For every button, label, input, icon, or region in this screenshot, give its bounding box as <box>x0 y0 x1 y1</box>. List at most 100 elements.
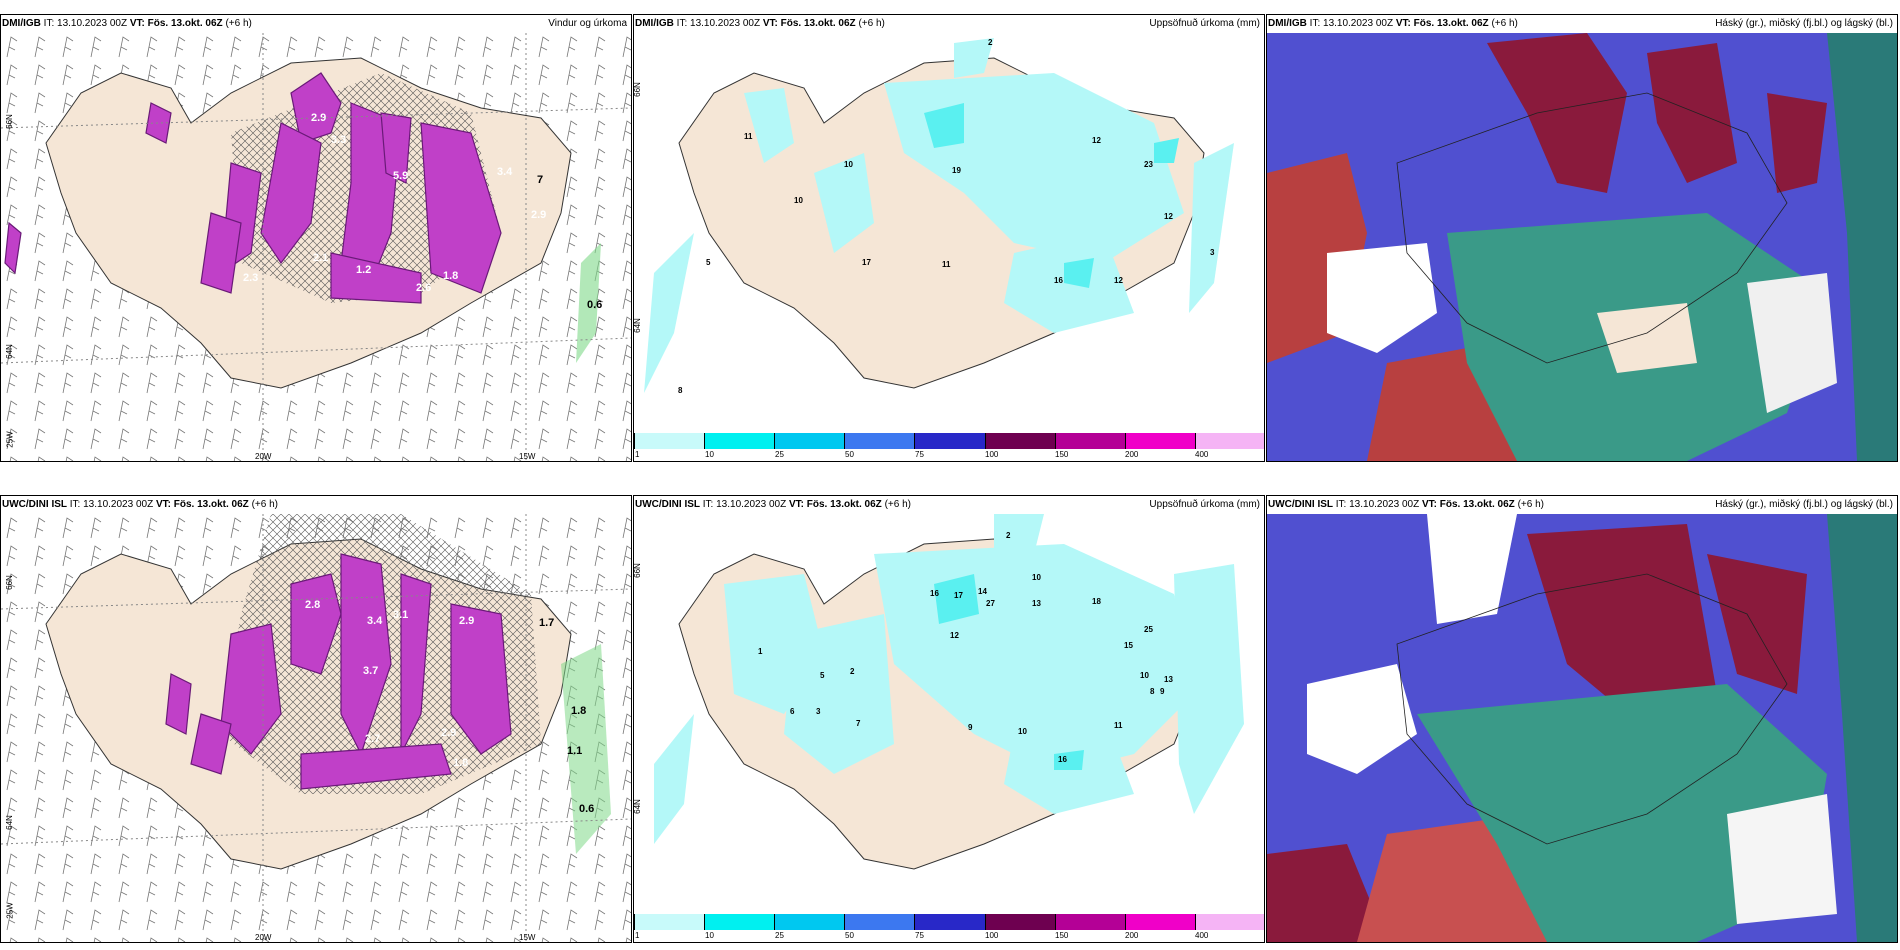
clear-area <box>1727 794 1837 924</box>
precip-core <box>924 103 1179 288</box>
lat-label: 66N <box>4 575 14 590</box>
precip-values: 2.9 3.3 5.9 3.4 2.3 2.1 1.2 2.6 1.8 2.9 … <box>243 112 602 311</box>
value-label: 3.7 <box>363 665 378 677</box>
low-cloud-area <box>1827 33 1897 461</box>
value-label: 1.8 <box>443 270 458 282</box>
legend-tick: 200 <box>1125 450 1139 459</box>
legend-tick: 150 <box>1055 450 1069 459</box>
init-time: IT: 13.10.2023 00Z <box>676 18 761 29</box>
value-label: 10 <box>844 160 853 169</box>
precip-legend: 1 10 25 50 75 100 150 200 400 <box>634 914 1264 942</box>
legend-swatch <box>1055 433 1126 449</box>
iceland-coastline <box>1396 92 1788 364</box>
high-cloud-area <box>1647 43 1737 183</box>
low-cloud-area <box>1417 684 1827 942</box>
value-label: 16 <box>1058 755 1067 764</box>
legend-colorbar <box>634 914 1264 930</box>
land-exposed <box>1597 303 1697 373</box>
legend-swatch <box>985 914 1056 930</box>
model-source: UWC/DINI ISL <box>1268 499 1333 510</box>
panel-wind-precip-dmi: DMI/IGB IT: 13.10.2023 00Z VT: Fös. 13.o… <box>0 14 632 462</box>
value-label: 12 <box>1164 212 1173 221</box>
value-label: 3.1 <box>393 609 408 621</box>
lon-label: 20W <box>255 452 272 461</box>
legend-swatch <box>775 433 846 449</box>
value-label: 2.8 <box>305 599 320 611</box>
wind-precip-map: 2.9 3.3 5.9 3.4 2.3 2.1 1.2 2.6 1.8 2.9 … <box>1 33 631 461</box>
legend-swatch <box>915 433 986 449</box>
value-label: 16 <box>1054 276 1063 285</box>
panel-clouds-dmi: DMI/IGB IT: 13.10.2023 00Z VT: Fös. 13.o… <box>1266 14 1898 462</box>
precip-bands <box>4 72 502 304</box>
valid-time: VT: Fös. 13.okt. 06Z <box>155 499 249 510</box>
value-label: 10 <box>1140 671 1149 680</box>
init-time: IT: 13.10.2023 00Z <box>1335 499 1420 510</box>
valid-time: VT: Fös. 13.okt. 06Z <box>129 18 223 29</box>
model-source: UWC/DINI ISL <box>635 499 700 510</box>
value-label: 7 <box>856 719 861 728</box>
legend-tick: 200 <box>1125 931 1139 940</box>
panel-accum-precip-dmi: DMI/IGB IT: 13.10.2023 00Z VT: Fös. 13.o… <box>633 14 1265 462</box>
value-label: 18 <box>1092 597 1101 606</box>
clear-area <box>1747 273 1837 413</box>
init-time: IT: 13.10.2023 00Z <box>69 499 154 510</box>
value-label: 5.9 <box>393 170 408 182</box>
legend-swatch <box>1125 433 1196 449</box>
panel-accum-precip-uwc: UWC/DINI ISL IT: 13.10.2023 00Z VT: Fös.… <box>633 495 1265 943</box>
lat-label: 66N <box>4 114 14 129</box>
lead-time: (+6 h) <box>251 499 278 510</box>
value-label: 13 <box>1164 675 1173 684</box>
legend-swatch <box>985 433 1056 449</box>
value-label: 3.3 <box>331 134 346 146</box>
value-label: 12 <box>1092 136 1101 145</box>
panel-header: UWC/DINI ISL IT: 13.10.2023 00Z VT: Fös.… <box>2 497 627 513</box>
lon-label: 15W <box>519 452 536 461</box>
legend-ticks: 1 10 25 50 75 100 150 200 400 <box>634 450 1264 460</box>
value-label: 5 <box>820 671 825 680</box>
value-label: 2 <box>850 667 855 676</box>
value-label: 1.7 <box>539 617 554 629</box>
legend-tick: 100 <box>985 931 999 940</box>
lead-time: (+6 h) <box>884 499 911 510</box>
panel-title: Vindur og úrkoma <box>548 18 627 29</box>
precip-bands <box>165 553 512 790</box>
legend-swatch <box>634 433 706 449</box>
value-label: 2.9 <box>531 209 546 221</box>
precip-values: 11 10 10 19 12 23 12 17 11 16 12 8 3 2 5 <box>678 38 1215 395</box>
value-label: 15 <box>1124 641 1133 650</box>
high-cloud-area <box>1267 844 1387 942</box>
init-time: IT: 13.10.2023 00Z <box>702 499 787 510</box>
legend-swatch <box>775 914 846 930</box>
model-source: DMI/IGB <box>635 18 674 29</box>
legend-swatch <box>1195 433 1264 449</box>
value-label: 3.4 <box>497 166 513 178</box>
accum-precip-map: 11 10 10 19 12 23 12 17 11 16 12 8 3 2 5 <box>644 38 1234 395</box>
init-time: IT: 13.10.2023 00Z <box>43 18 128 29</box>
legend-swatch <box>845 914 916 930</box>
clear-area <box>1427 514 1517 624</box>
lead-time: (+6 h) <box>225 18 252 29</box>
value-label: 17 <box>862 258 871 267</box>
value-label: 11 <box>942 260 951 269</box>
value-label: 2.9 <box>459 615 474 627</box>
value-label: 1.8 <box>571 705 586 717</box>
lon-label: 15W <box>519 933 536 942</box>
value-label: 6 <box>790 707 795 716</box>
lat-label: 25W <box>5 431 15 448</box>
value-label: 14 <box>978 587 987 596</box>
legend-tick: 1 <box>635 450 640 459</box>
legend-swatch <box>705 914 776 930</box>
panel-header: DMI/IGB IT: 13.10.2023 00Z VT: Fös. 13.o… <box>2 16 627 32</box>
lon-label: 20W <box>255 933 272 942</box>
value-label: 3 <box>816 707 821 716</box>
low-cloud-area <box>1827 514 1897 942</box>
value-label: 1.1 <box>567 745 582 757</box>
value-label: 10 <box>794 196 803 205</box>
value-label: 2.3 <box>243 272 258 284</box>
model-source: UWC/DINI ISL <box>2 499 67 510</box>
panel-header: DMI/IGB IT: 13.10.2023 00Z VT: Fös. 13.o… <box>635 16 1260 32</box>
valid-time: VT: Fös. 13.okt. 06Z <box>1421 499 1515 510</box>
green-precip <box>576 243 601 363</box>
value-label: 8 <box>1150 687 1155 696</box>
lat-label: 25W <box>5 902 15 919</box>
